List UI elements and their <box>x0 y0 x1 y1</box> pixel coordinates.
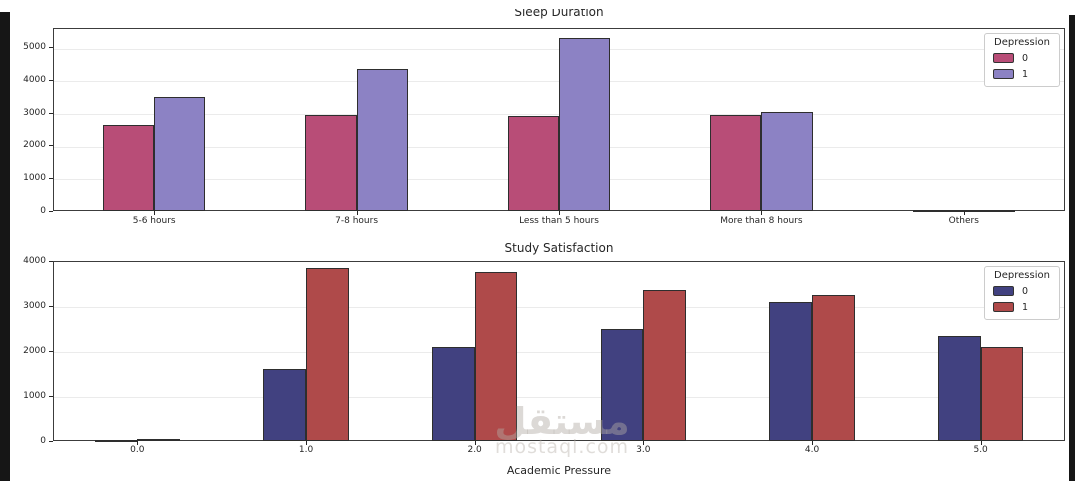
y-tick-mark <box>49 210 53 212</box>
x-tick-label: 1.0 <box>298 445 314 455</box>
x-tick-label: 3.0 <box>636 445 651 455</box>
legend-label: 0 <box>1022 285 1029 297</box>
bar-series1-cat0 <box>154 97 206 211</box>
legend-item-0: 0 <box>993 283 1051 299</box>
bar-series1-cat3 <box>643 290 686 442</box>
y-tick-mark <box>49 350 53 352</box>
x-tick-mark <box>137 441 139 445</box>
legend-swatch-icon <box>993 286 1014 296</box>
bar-series0-cat3 <box>710 115 762 211</box>
y-tick-label: 3000 <box>23 300 46 311</box>
x-tick-mark <box>812 441 813 445</box>
chart2-xaxis-title: Academic Pressure <box>506 464 612 477</box>
y-tick-mark <box>49 440 53 442</box>
x-tick-mark <box>356 211 358 215</box>
y-tick-mark <box>49 112 53 114</box>
bar-series1-cat0 <box>137 439 180 442</box>
bar-series0-cat4 <box>912 210 964 212</box>
x-tick-mark <box>761 211 763 215</box>
legend-label: 0 <box>1022 52 1029 64</box>
y-tick-label: 4000 <box>23 74 46 85</box>
bar-series1-cat1 <box>306 268 349 441</box>
x-tick-mark <box>559 211 560 215</box>
bar-series0-cat3 <box>600 329 644 441</box>
chart1-title-wrap: Sleep Duration <box>53 9 1065 22</box>
legend-item-1: 1 <box>993 66 1051 82</box>
bar-series1-cat2 <box>559 37 611 211</box>
x-tick-mark <box>963 211 965 215</box>
legend-swatch-icon <box>993 302 1014 312</box>
x-tick-label: 0.0 <box>130 445 145 455</box>
y-tick-mark <box>49 305 53 307</box>
x-tick-mark <box>474 441 476 445</box>
x-tick-label: 4.0 <box>804 445 820 455</box>
legend-label: 1 <box>1022 301 1029 313</box>
legend-item-1: 1 <box>993 299 1051 315</box>
screen-edge-right <box>1069 15 1075 481</box>
y-tick-mark <box>49 260 53 262</box>
x-tick-mark <box>154 211 156 215</box>
y-tick-label: 3000 <box>23 107 46 118</box>
y-tick-mark <box>49 79 53 81</box>
bar-series1-cat5 <box>980 346 1024 441</box>
y-tick-label: 5000 <box>23 42 46 53</box>
bar-series0-cat4 <box>769 301 812 441</box>
x-tick-label: 5.0 <box>973 445 988 455</box>
bar-series1-cat3 <box>761 111 813 211</box>
x-tick-label: Less than 5 hours <box>519 216 599 226</box>
gridline-1000 <box>54 397 1064 398</box>
y-tick-label: 2000 <box>23 345 46 356</box>
chart1-title: Sleep Duration <box>514 9 604 19</box>
y-tick-label: 4000 <box>23 255 46 266</box>
x-tick-label: More than 8 hours <box>720 216 803 226</box>
legend-item-0: 0 <box>993 50 1051 66</box>
x-tick-label: 5-6 hours <box>132 216 176 226</box>
gridline-3000 <box>54 307 1064 308</box>
y-tick-label: 0 <box>40 205 46 216</box>
bar-series1-cat4 <box>963 210 1015 212</box>
legend-title: Depression <box>994 37 1050 48</box>
bar-series0-cat1 <box>263 369 306 441</box>
chart2-title: Study Satisfaction <box>504 241 614 255</box>
x-tick-mark <box>643 441 645 445</box>
bar-series0-cat5 <box>938 336 981 441</box>
bar-series1-cat1 <box>356 69 408 211</box>
y-tick-mark <box>49 177 53 179</box>
bar-series0-cat0 <box>94 440 138 442</box>
x-tick-mark <box>306 441 307 445</box>
y-tick-label: 0 <box>40 435 46 446</box>
legend-swatch-icon <box>993 53 1014 63</box>
bar-series0-cat1 <box>305 114 357 211</box>
legend-title: Depression <box>994 270 1050 281</box>
legend-study-satisfaction: Depression 0 1 <box>984 266 1060 320</box>
bar-series0-cat0 <box>103 125 155 211</box>
x-tick-mark <box>980 441 982 445</box>
y-tick-mark <box>49 395 53 397</box>
gridline-2000 <box>54 352 1064 353</box>
legend-sleep-duration: Depression 0 1 <box>984 33 1060 87</box>
y-tick-label: 1000 <box>23 172 46 183</box>
bar-series1-cat4 <box>812 295 855 441</box>
legend-swatch-icon <box>993 69 1014 79</box>
bar-series0-cat2 <box>432 347 475 441</box>
legend-label: 1 <box>1022 68 1029 80</box>
x-tick-label: 7-8 hours <box>335 216 379 226</box>
bar-series0-cat2 <box>507 115 559 211</box>
y-tick-label: 1000 <box>23 390 46 401</box>
screen-edge-left <box>0 12 10 481</box>
x-tick-label: 2.0 <box>467 445 482 455</box>
y-tick-mark <box>49 47 53 49</box>
study-satisfaction-plot <box>53 261 1065 441</box>
y-tick-mark <box>49 145 53 147</box>
x-tick-label: Others <box>948 216 979 226</box>
y-tick-label: 2000 <box>23 140 46 151</box>
bar-series1-cat2 <box>474 271 518 441</box>
